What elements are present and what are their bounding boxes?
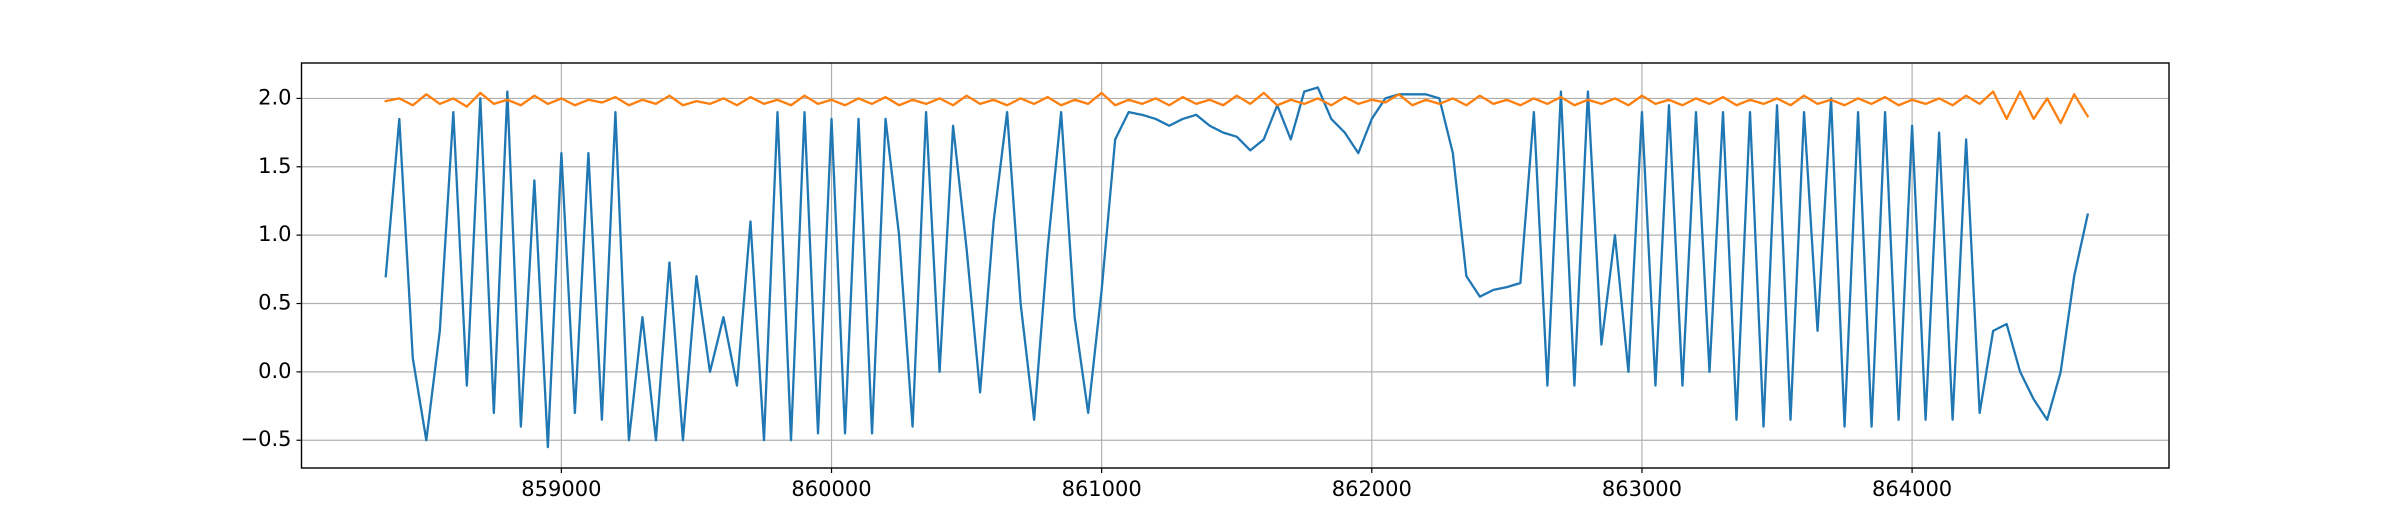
x-tick-label: 861000 xyxy=(1062,477,1142,501)
x-tick-label: 859000 xyxy=(521,477,601,501)
x-tick-label: 863000 xyxy=(1602,477,1682,501)
line-series xyxy=(384,90,2090,125)
plot-area xyxy=(384,86,2090,449)
y-tick-label: 0.0 xyxy=(258,359,291,383)
x-tick-label: 864000 xyxy=(1872,477,1952,501)
y-tick-label: 1.5 xyxy=(258,154,291,178)
y-tick-label: 0.5 xyxy=(258,291,291,315)
line-series xyxy=(384,86,2090,449)
y-tick-label: −0.5 xyxy=(241,427,292,451)
x-tick-label: 862000 xyxy=(1332,477,1412,501)
y-tick-label: 2.0 xyxy=(258,85,291,109)
axes-frame xyxy=(300,62,2170,469)
ticks: 859000 860000 861000 862000 863000 864000 −0.5… xyxy=(241,85,1953,501)
y-tick-label: 1.0 xyxy=(258,222,291,246)
x-tick-label: 860000 xyxy=(791,477,871,501)
